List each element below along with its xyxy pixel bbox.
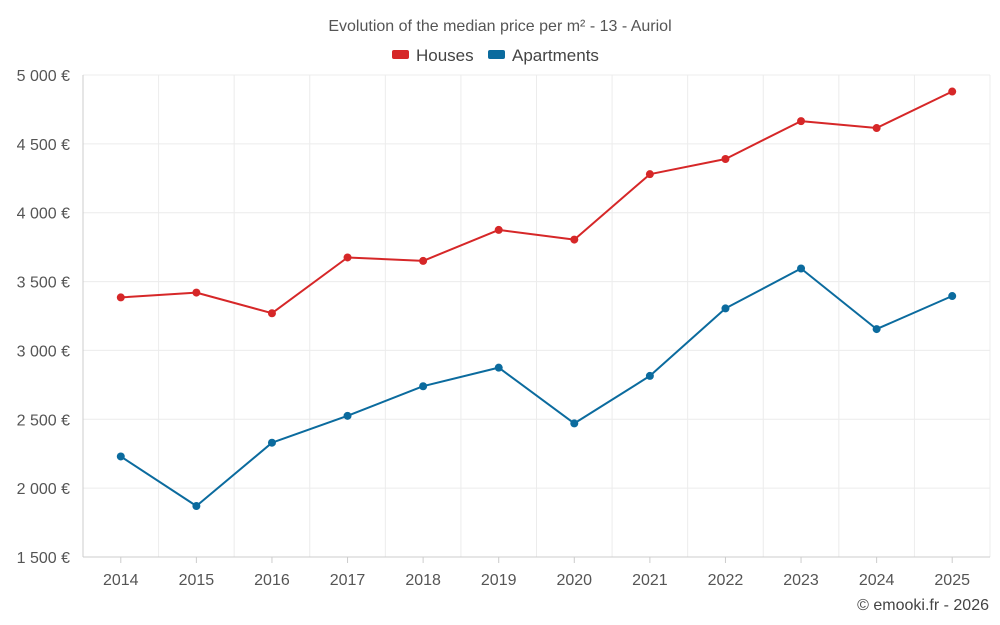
- apartments-data-point[interactable]: [343, 411, 352, 420]
- apartments-data-point[interactable]: [872, 325, 881, 334]
- apartments-data-point[interactable]: [645, 371, 654, 380]
- series-layer: [116, 87, 957, 511]
- apartments-legend-label[interactable]: Apartments: [512, 46, 599, 65]
- x-tick-label: 2024: [859, 572, 895, 589]
- houses-series-line: [120, 90, 953, 315]
- houses-legend-swatch[interactable]: [392, 50, 409, 59]
- x-tick-label: 2018: [405, 572, 441, 589]
- x-tick-label: 2021: [632, 572, 668, 589]
- gridlines: [83, 74, 991, 557]
- apartments-data-point[interactable]: [948, 292, 957, 301]
- y-tick-label: 2 000 €: [17, 481, 70, 498]
- y-tick-label: 2 500 €: [17, 412, 70, 429]
- houses-data-point[interactable]: [494, 225, 503, 234]
- x-tick-label: 2025: [934, 572, 970, 589]
- apartments-data-point[interactable]: [570, 419, 579, 428]
- houses-data-point[interactable]: [192, 288, 201, 297]
- apartments-data-point[interactable]: [797, 264, 806, 273]
- houses-data-point[interactable]: [570, 235, 579, 244]
- apartments-data-point[interactable]: [419, 382, 428, 391]
- houses-legend-label[interactable]: Houses: [416, 46, 474, 65]
- y-tick-label: 3 500 €: [17, 275, 70, 292]
- y-tick-label: 4 000 €: [17, 206, 70, 223]
- legend: Houses Apartments: [392, 46, 599, 65]
- houses-data-point[interactable]: [419, 256, 428, 265]
- x-tick-label: 2019: [481, 572, 517, 589]
- apartments-data-point[interactable]: [267, 438, 276, 447]
- y-tick-label: 3 000 €: [17, 343, 70, 360]
- apartments-data-point[interactable]: [494, 363, 503, 372]
- credit-text: © emooki.fr - 2026: [857, 597, 989, 614]
- y-tick-label: 4 500 €: [17, 137, 70, 154]
- x-tick-label: 2015: [179, 572, 215, 589]
- y-tick-label: 1 500 €: [17, 550, 70, 567]
- x-tick-label: 2023: [783, 572, 819, 589]
- y-tick-label: 5 000 €: [17, 68, 70, 85]
- apartments-legend-swatch[interactable]: [488, 50, 505, 59]
- houses-data-point[interactable]: [948, 87, 957, 96]
- apartments-data-point[interactable]: [721, 304, 730, 313]
- x-tick-label: 2014: [103, 572, 139, 589]
- houses-data-point[interactable]: [343, 253, 352, 262]
- apartments-data-point[interactable]: [192, 502, 201, 511]
- apartments-series-line: [120, 267, 953, 507]
- x-tick-label: 2017: [330, 572, 366, 589]
- houses-data-point[interactable]: [797, 117, 806, 126]
- x-tick-label: 2016: [254, 572, 290, 589]
- apartments-data-point[interactable]: [116, 452, 125, 461]
- houses-data-point[interactable]: [267, 309, 276, 318]
- houses-data-point[interactable]: [645, 170, 654, 179]
- chart-title: Evolution of the median price per m² - 1…: [328, 18, 671, 35]
- x-tick-label: 2022: [708, 572, 744, 589]
- axes: 1 500 € 2 000 € 2 500 € 3 000 € 3 500 € 4 000…: [17, 68, 990, 589]
- houses-data-point[interactable]: [721, 155, 730, 164]
- houses-data-point[interactable]: [872, 124, 881, 133]
- x-tick-label: 2020: [556, 572, 592, 589]
- houses-data-point[interactable]: [116, 293, 125, 302]
